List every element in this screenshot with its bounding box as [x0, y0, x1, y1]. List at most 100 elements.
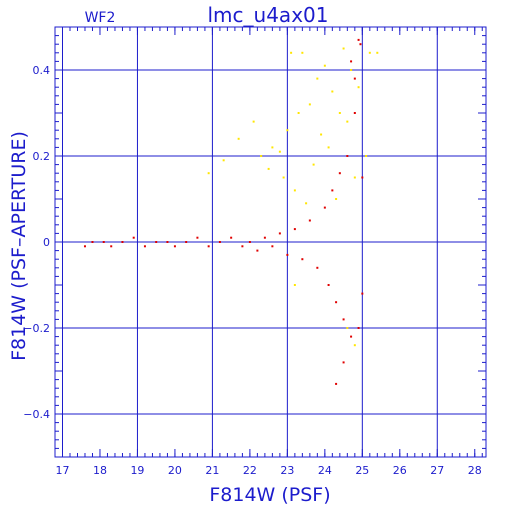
- data-point: [353, 77, 356, 80]
- data-point: [323, 64, 326, 67]
- data-point: [230, 236, 233, 239]
- series-layer: [83, 38, 379, 385]
- data-point: [338, 172, 341, 175]
- data-point: [327, 284, 330, 286]
- x-tick-label: 20: [168, 464, 182, 477]
- x-tick-label: 27: [430, 464, 444, 477]
- data-point: [196, 236, 199, 239]
- data-point: [248, 241, 251, 243]
- data-point: [207, 172, 210, 175]
- x-tick-label: 19: [130, 464, 144, 477]
- data-point: [263, 236, 266, 239]
- tick-layer: 17 18 19 20 21 22 23 24 25 26 27 28 −0.4 −0.2 0 0.2 0.4: [23, 26, 486, 477]
- data-point: [359, 43, 362, 46]
- data-point: [293, 189, 296, 192]
- data-point: [286, 253, 289, 256]
- data-point: [278, 232, 281, 235]
- data-point: [353, 112, 356, 114]
- data-point: [260, 155, 263, 157]
- data-point: [365, 155, 368, 157]
- data-point: [252, 120, 255, 123]
- data-point: [282, 176, 285, 179]
- data-point: [278, 150, 281, 153]
- data-point: [361, 292, 364, 295]
- corner-label: WF2: [85, 10, 116, 26]
- data-point: [350, 335, 353, 338]
- data-point: [207, 245, 210, 248]
- data-point: [222, 159, 225, 162]
- y-tick-label: 0: [43, 236, 50, 249]
- data-point: [323, 206, 326, 209]
- data-point: [271, 146, 274, 149]
- data-point: [110, 245, 113, 248]
- data-point: [301, 51, 304, 54]
- data-point: [290, 51, 293, 54]
- data-point: [305, 202, 308, 205]
- data-point: [335, 382, 338, 385]
- data-point: [342, 318, 345, 321]
- y-tick-label: −0.4: [23, 408, 50, 421]
- data-point: [368, 51, 371, 54]
- data-point: [335, 198, 338, 200]
- data-point: [166, 241, 169, 243]
- data-point: [271, 245, 274, 248]
- data-point: [83, 245, 86, 248]
- data-point: [132, 236, 135, 239]
- data-point: [267, 167, 270, 170]
- data-point: [338, 112, 341, 114]
- data-point: [308, 219, 311, 222]
- data-point: [350, 60, 353, 63]
- data-point: [185, 241, 188, 243]
- x-tick-label: 26: [393, 464, 407, 477]
- y-tick-label: 0.2: [33, 150, 51, 163]
- data-point: [346, 327, 349, 329]
- data-point: [331, 90, 334, 93]
- data-point: [155, 241, 158, 243]
- data-point: [376, 51, 379, 54]
- data-point: [350, 69, 353, 71]
- data-point: [218, 241, 221, 243]
- data-point: [256, 249, 259, 252]
- data-point: [342, 361, 345, 364]
- data-point: [335, 301, 338, 304]
- data-point: [346, 120, 349, 123]
- x-tick-label: 25: [355, 464, 369, 477]
- x-tick-label: 24: [318, 464, 332, 477]
- data-point: [346, 155, 349, 157]
- data-point: [331, 189, 334, 192]
- x-tick-label: 17: [55, 464, 69, 477]
- data-point: [342, 47, 345, 50]
- data-point: [320, 133, 323, 136]
- data-point: [312, 163, 315, 166]
- x-tick-label: 28: [468, 464, 482, 477]
- data-point: [316, 77, 319, 80]
- x-tick-label: 22: [243, 464, 257, 477]
- data-point: [361, 176, 364, 179]
- data-point: [121, 241, 124, 243]
- data-point: [241, 245, 244, 248]
- data-point: [237, 137, 240, 140]
- x-tick-label: 23: [280, 464, 294, 477]
- data-point: [353, 344, 356, 347]
- y-axis-label: F814W (PSF–APERTURE): [8, 131, 30, 361]
- y-tick-label: −0.2: [23, 322, 50, 335]
- data-point: [357, 86, 360, 89]
- data-point: [286, 129, 289, 132]
- data-point: [91, 241, 94, 243]
- data-point: [301, 258, 304, 261]
- data-point: [316, 266, 319, 269]
- data-point: [102, 241, 105, 243]
- data-point: [297, 112, 300, 114]
- data-point: [143, 245, 146, 248]
- x-tick-label: 21: [205, 464, 219, 477]
- data-point: [357, 327, 360, 329]
- data-point: [327, 146, 330, 149]
- data-point: [308, 103, 311, 106]
- x-axis-label: F814W (PSF): [209, 484, 330, 506]
- chart-title: lmc_u4ax01: [208, 3, 329, 27]
- data-point: [293, 284, 296, 286]
- grid-layer: [55, 27, 486, 457]
- data-point: [173, 245, 176, 248]
- x-tick-label: 18: [93, 464, 107, 477]
